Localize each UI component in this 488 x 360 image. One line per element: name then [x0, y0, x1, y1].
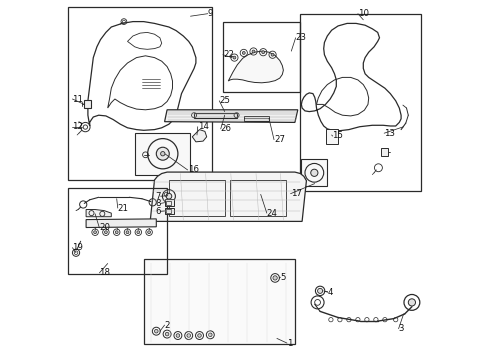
Circle shape — [310, 169, 317, 176]
Text: 6: 6 — [155, 207, 160, 216]
Bar — [301, 159, 326, 186]
Circle shape — [197, 334, 201, 337]
Bar — [84, 100, 91, 108]
Text: 5: 5 — [280, 273, 285, 282]
Polygon shape — [164, 110, 297, 122]
Circle shape — [165, 332, 168, 336]
Bar — [68, 7, 212, 180]
Text: 25: 25 — [219, 96, 230, 105]
Polygon shape — [150, 172, 306, 221]
Text: 15: 15 — [331, 130, 342, 139]
Circle shape — [261, 51, 264, 54]
Circle shape — [208, 333, 212, 337]
Text: 3: 3 — [398, 324, 403, 333]
Text: 18: 18 — [99, 269, 110, 277]
Bar — [230, 180, 285, 216]
Text: 27: 27 — [273, 135, 285, 144]
Text: 19: 19 — [72, 243, 83, 252]
Bar — [68, 188, 167, 274]
Circle shape — [186, 334, 190, 337]
Text: 4: 4 — [327, 288, 333, 297]
Circle shape — [317, 288, 322, 293]
Circle shape — [270, 53, 273, 56]
Bar — [164, 208, 174, 214]
Bar — [300, 14, 420, 191]
Bar — [194, 113, 236, 118]
Bar — [223, 22, 300, 92]
Circle shape — [272, 276, 277, 280]
Text: 14: 14 — [197, 122, 208, 131]
Circle shape — [154, 329, 158, 333]
Text: 20: 20 — [99, 223, 110, 233]
Bar — [325, 129, 337, 144]
Circle shape — [126, 231, 129, 234]
Bar — [143, 259, 294, 344]
Text: 16: 16 — [187, 165, 198, 174]
Bar — [166, 209, 171, 213]
Polygon shape — [228, 51, 283, 83]
Circle shape — [407, 299, 415, 306]
Circle shape — [232, 56, 235, 59]
Circle shape — [176, 334, 179, 337]
Text: 13: 13 — [384, 129, 394, 138]
Text: 17: 17 — [290, 189, 301, 198]
Bar — [164, 199, 174, 206]
Text: 8: 8 — [155, 199, 160, 208]
Text: 9: 9 — [207, 9, 213, 18]
Text: 26: 26 — [220, 124, 231, 133]
Text: 24: 24 — [266, 209, 277, 217]
Text: 10: 10 — [357, 9, 368, 18]
Circle shape — [251, 50, 254, 53]
Text: 23: 23 — [295, 33, 306, 42]
Circle shape — [94, 231, 96, 234]
Circle shape — [115, 231, 118, 234]
Circle shape — [156, 147, 169, 160]
Circle shape — [147, 231, 150, 234]
Polygon shape — [86, 219, 156, 228]
Bar — [244, 116, 268, 121]
Text: 7: 7 — [155, 192, 160, 201]
Text: 2: 2 — [164, 320, 170, 330]
Circle shape — [166, 193, 171, 199]
Bar — [134, 133, 190, 175]
Bar — [166, 201, 171, 205]
Bar — [168, 180, 224, 216]
Text: 12: 12 — [72, 122, 83, 131]
Circle shape — [242, 51, 244, 54]
Polygon shape — [192, 130, 206, 142]
Bar — [381, 148, 387, 156]
Text: 11: 11 — [72, 94, 83, 104]
Text: 1: 1 — [286, 338, 292, 348]
Circle shape — [137, 231, 140, 234]
Circle shape — [104, 231, 107, 234]
Polygon shape — [86, 210, 111, 217]
Text: 22: 22 — [223, 50, 233, 59]
Text: 21: 21 — [118, 204, 128, 212]
Circle shape — [160, 152, 164, 156]
